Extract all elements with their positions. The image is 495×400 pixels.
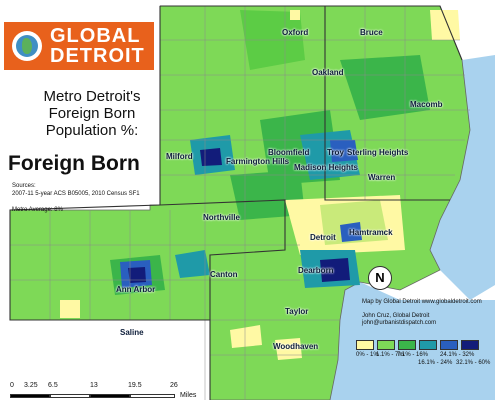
sources-text: 2007-11 5-year ACS B05005, 2010 Census S…: [12, 191, 140, 197]
north-arrow-icon: N: [368, 266, 392, 290]
legend-swatch-5: [461, 340, 479, 350]
layer-title: Foreign Born: [8, 152, 140, 175]
legend-label-0: 0% - 1%: [356, 352, 379, 358]
scale-tick: 13: [90, 382, 98, 389]
author-email: john@urbanistdispatch.com: [362, 320, 437, 326]
title-line-2: Foreign Born: [48, 105, 136, 122]
place-label: Farmington Hills: [226, 157, 290, 166]
author-credit: John Cruz, Global Detroit john@urbanistd…: [362, 313, 436, 327]
place-label: Detroit: [310, 233, 336, 242]
map-credit: Map by Global Detroit www.globaldetroit.…: [362, 299, 482, 305]
place-label: Oakland: [312, 68, 344, 77]
place-label: Canton: [210, 270, 238, 279]
sources-label: Sources:: [12, 183, 36, 189]
place-label: Dearborn: [298, 266, 334, 275]
place-label: Milford: [166, 152, 193, 161]
scale-tick: 0: [10, 382, 14, 389]
logo-line-1: GLOBAL: [50, 25, 141, 47]
title-line-1: Metro Detroit's: [43, 88, 141, 105]
boundary-lines: [10, 6, 470, 400]
place-label: Taylor: [285, 307, 309, 316]
title-line-3: Population %:: [45, 122, 139, 139]
logo-line-2: DETROIT: [50, 45, 145, 67]
lake-st-clair: [430, 55, 495, 300]
place-label: Warren: [368, 173, 396, 182]
place-label: Sterling Heights: [347, 148, 409, 157]
place-label: Macomb: [410, 100, 443, 109]
scale-segment: [130, 394, 175, 398]
legend-swatch-0: [356, 340, 374, 350]
legend-swatch-3: [419, 340, 437, 350]
global-detroit-logo: GLOBAL DETROIT: [4, 22, 154, 70]
place-label: Saline: [120, 328, 144, 337]
tract-shading: [60, 10, 460, 360]
legend-label-3: 16.1% - 24%: [418, 360, 453, 366]
scale-segment: [90, 394, 130, 398]
scale-segment: [50, 394, 90, 398]
legend-swatch-2: [398, 340, 416, 350]
scale-segment: [10, 394, 50, 398]
county-borders: [9, 5, 463, 400]
place-label: Oxford: [282, 28, 309, 37]
scale-bar: 0 3.25 6.5 13 19.5 26 Miles: [10, 380, 196, 400]
sources-note: Sources: 2007-11 5-year ACS B05005, 2010…: [12, 182, 140, 198]
place-label: Madison Heights: [294, 163, 359, 172]
legend-label-2: 7.1% - 16%: [397, 352, 429, 358]
scale-tick: 26: [170, 382, 178, 389]
logo-wordmark: GLOBAL DETROIT: [50, 26, 145, 66]
place-label: Bloomfield: [268, 148, 310, 157]
globe-icon: [12, 31, 42, 61]
scale-tick: 6.5: [48, 382, 58, 389]
map-title: Metro Detroit's Foreign Born Population …: [22, 88, 162, 139]
author-name: John Cruz, Global Detroit: [362, 313, 430, 319]
scale-tick: 19.5: [128, 382, 142, 389]
scale-unit: Miles: [180, 392, 197, 399]
place-label: Woodhaven: [273, 342, 319, 351]
metro-average: Metro Average: 8%: [12, 207, 63, 213]
scale-tick: 3.25: [24, 382, 38, 389]
place-label: Bruce: [360, 28, 383, 37]
place-label: Ann Arbor: [116, 285, 156, 294]
legend-label-5: 32.1% - 60%: [456, 360, 491, 366]
legend-label-4: 24.1% - 32%: [440, 352, 475, 358]
place-label: Troy: [327, 148, 344, 157]
place-label: Hamtramck: [349, 228, 393, 237]
legend-label-1: 1.1% - 7%: [376, 352, 404, 358]
legend-swatch-4: [440, 340, 458, 350]
place-label: Northville: [203, 213, 240, 222]
legend-swatch-1: [377, 340, 395, 350]
